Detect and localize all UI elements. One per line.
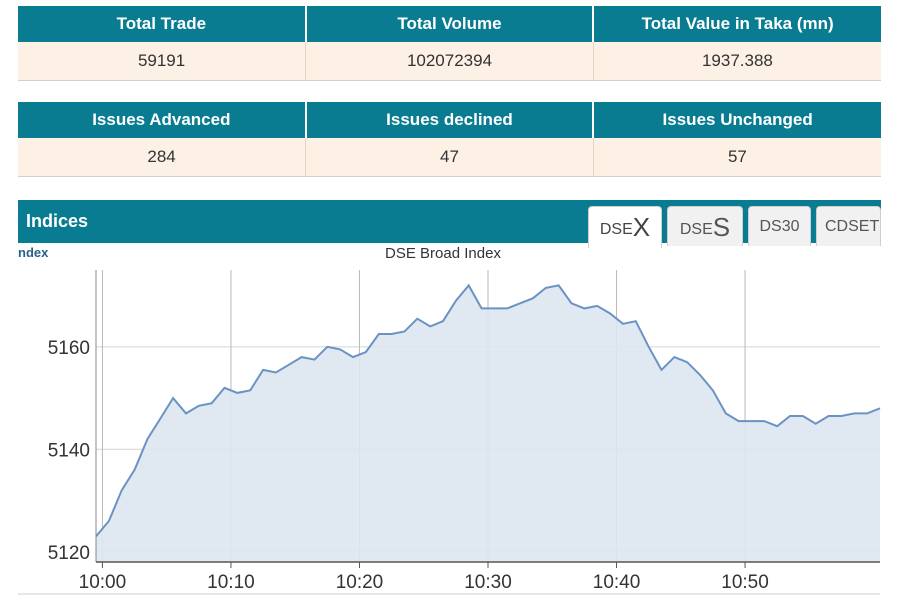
issues-unchanged-header: Issues Unchanged bbox=[592, 102, 881, 138]
x-tick-label-1: 10:10 bbox=[207, 572, 255, 593]
tab-dsex-prefix: DSE bbox=[599, 221, 633, 238]
series-line bbox=[95, 283, 881, 538]
tab-ds30[interactable]: DS30 bbox=[748, 206, 811, 246]
issues-summary-table: Issues Advanced Issues declined Issues U… bbox=[18, 102, 881, 177]
market-summary-value-row: 59191 102072394 1937.388 bbox=[18, 42, 881, 81]
total-trade-header: Total Trade bbox=[18, 6, 306, 42]
issues-summary-header-row: Issues Advanced Issues declined Issues U… bbox=[18, 102, 881, 138]
tab-dses[interactable]: DSES bbox=[667, 206, 743, 246]
indices-title: Indices bbox=[26, 211, 89, 231]
x-tick-label-4: 10:40 bbox=[593, 572, 641, 593]
issues-summary-value-row: 284 47 57 bbox=[18, 138, 881, 177]
total-value-value: 1937.388 bbox=[592, 42, 881, 81]
chart-title: DSE Broad Index bbox=[385, 245, 501, 262]
tab-dsex-suffix: X bbox=[632, 212, 651, 242]
issues-unchanged-value: 57 bbox=[592, 138, 881, 177]
tab-ds30-label: DS30 bbox=[759, 218, 800, 235]
issues-advanced-value: 284 bbox=[18, 138, 306, 177]
y-tick-label-1: 5140 bbox=[48, 440, 90, 461]
tab-dses-prefix: DSE bbox=[679, 221, 713, 238]
total-volume-header: Total Volume bbox=[304, 6, 594, 42]
total-trade-value: 59191 bbox=[18, 42, 306, 81]
x-tick-label-5: 10:50 bbox=[721, 572, 769, 593]
issues-declined-value: 47 bbox=[305, 138, 594, 177]
tab-cdset[interactable]: CDSET bbox=[816, 206, 881, 246]
x-tick-label-0: 10:00 bbox=[79, 572, 127, 593]
chart-subhead: ndex bbox=[18, 245, 49, 260]
y-tick-label-0: 5120 bbox=[48, 543, 90, 564]
issues-advanced-header: Issues Advanced bbox=[18, 102, 306, 138]
total-volume-value: 102072394 bbox=[305, 42, 594, 81]
y-tick-label-2: 5160 bbox=[48, 338, 90, 359]
tab-dses-suffix: S bbox=[712, 212, 731, 242]
series-area bbox=[96, 285, 880, 562]
tab-cdset-label: CDSET bbox=[825, 218, 880, 235]
market-summary-header-row: Total Trade Total Volume Total Value in … bbox=[18, 6, 881, 42]
x-tick-label-3: 10:30 bbox=[464, 572, 512, 593]
market-summary-table: Total Trade Total Volume Total Value in … bbox=[18, 6, 881, 81]
x-tick-label-2: 10:20 bbox=[336, 572, 384, 593]
tab-dsex[interactable]: DSEX bbox=[588, 206, 662, 248]
total-value-header: Total Value in Taka (mn) bbox=[592, 6, 881, 42]
issues-declined-header: Issues declined bbox=[304, 102, 594, 138]
